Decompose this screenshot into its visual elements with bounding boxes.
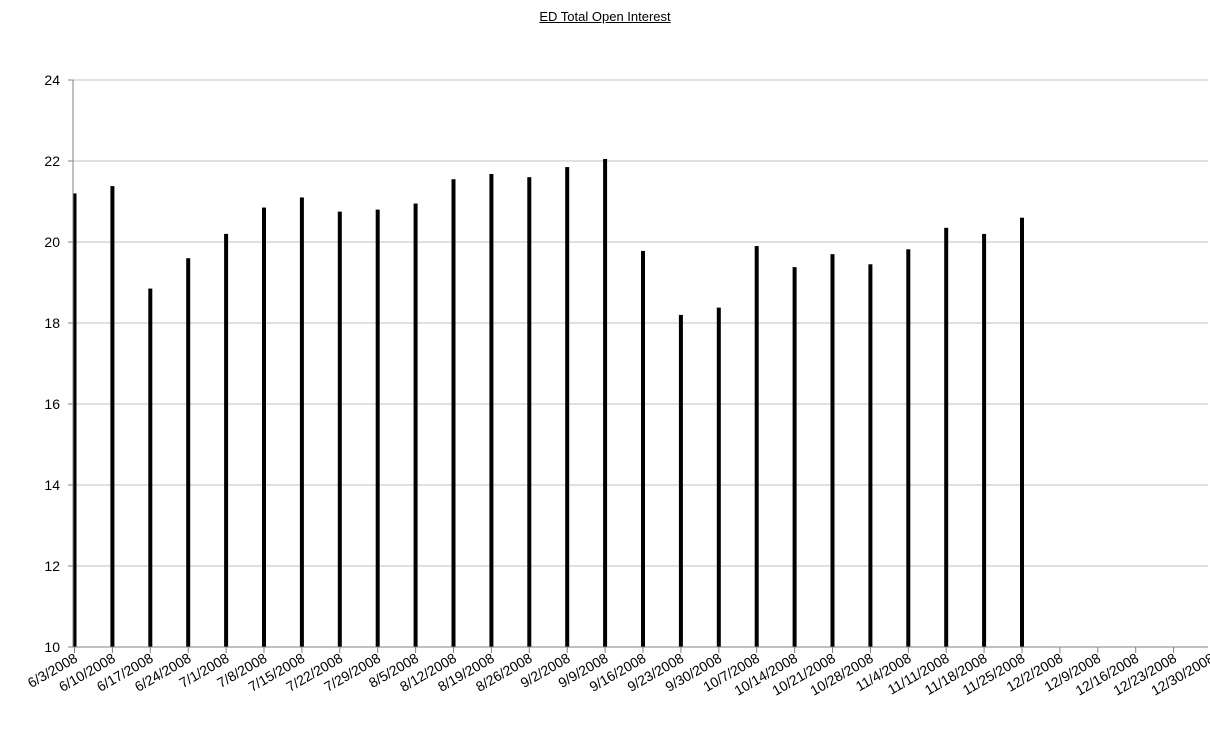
y-tick-label: 16 xyxy=(44,396,60,412)
bar-10-7-2008 xyxy=(754,246,759,648)
bar-11-11-2008 xyxy=(944,227,949,647)
bar-6-10-2008 xyxy=(110,186,115,648)
x-tick-labels: 6/3/20086/10/20086/17/20086/24/20087/1/2… xyxy=(25,650,1210,699)
bar-10-28-2008 xyxy=(868,264,873,647)
bar-11-25-2008 xyxy=(1020,217,1024,647)
y-tick-label: 18 xyxy=(44,315,60,331)
bar-6-17-2008 xyxy=(148,288,153,647)
bar-11-4-2008 xyxy=(906,249,911,648)
bar-9-16-2008 xyxy=(641,250,645,647)
y-tick-labels: 10 12 14 16 18 20 22 24 xyxy=(44,72,60,655)
y-tick-label: 20 xyxy=(44,234,60,250)
bar-9-9-2008 xyxy=(603,158,608,647)
bar-11-18-2008 xyxy=(982,233,987,647)
bar-7-8-2008 xyxy=(262,207,266,647)
y-tick-label: 12 xyxy=(44,558,60,574)
bar-7-1-2008 xyxy=(224,233,229,647)
y-tick-label: 24 xyxy=(44,72,60,88)
bar-9-2-2008 xyxy=(565,167,570,647)
y-tick-label: 10 xyxy=(44,639,60,655)
bars xyxy=(72,158,1024,648)
bar-7-29-2008 xyxy=(375,209,380,647)
axes xyxy=(68,79,1208,653)
chart-title: ED Total Open Interest xyxy=(539,9,671,24)
bar-8-26-2008 xyxy=(527,177,532,647)
bar-8-5-2008 xyxy=(413,203,418,647)
bar-7-22-2008 xyxy=(337,211,342,647)
bar-6-24-2008 xyxy=(186,258,191,647)
gridlines xyxy=(73,79,1208,567)
bar-10-14-2008 xyxy=(792,267,797,647)
bar-9-23-2008 xyxy=(678,314,683,647)
bar-6-3-2008 xyxy=(72,193,77,647)
bar-7-15-2008 xyxy=(299,197,304,647)
bar-8-12-2008 xyxy=(451,179,456,647)
bar-8-19-2008 xyxy=(489,173,494,647)
bar-9-30-2008 xyxy=(716,307,721,647)
y-tick-label: 22 xyxy=(44,153,60,169)
y-tick-label: 14 xyxy=(44,477,60,493)
bar-10-21-2008 xyxy=(830,254,835,647)
